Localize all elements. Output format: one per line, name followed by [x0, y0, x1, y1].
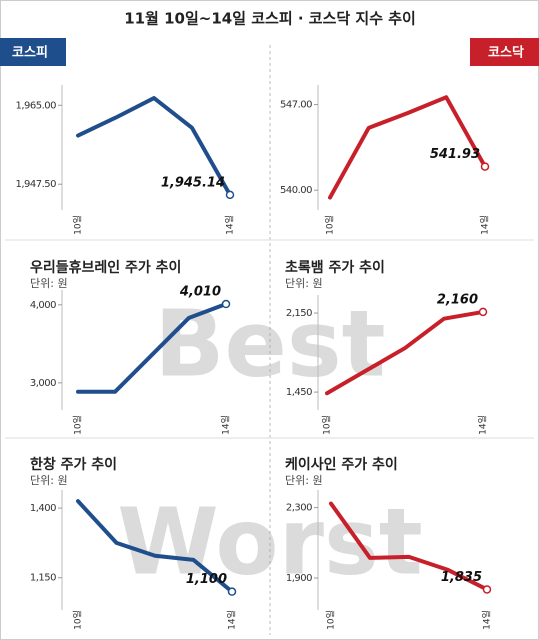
line-series [76, 499, 234, 594]
x-tick-label: 14일 [227, 610, 238, 630]
x-tick-label: 10일 [73, 610, 84, 630]
y-tick-label: 3,000 [30, 378, 56, 389]
end-point [221, 299, 231, 309]
chart-subtitle: 단위: 원 [285, 277, 323, 290]
line-series [76, 96, 232, 197]
chart-title: 우리들휴브레인 주가 추이 [30, 259, 181, 276]
badge-label: 코스피 [12, 46, 48, 61]
y-tick-label: 1,400 [30, 503, 56, 514]
y-tick-label: 2,150 [286, 308, 312, 319]
x-tick-label: 14일 [225, 215, 236, 235]
page-title: 11월 10일~14일 코스피 · 코스닥 지수 추이 [124, 10, 416, 28]
data-label: 1,945.14 [161, 175, 225, 190]
line-series [325, 309, 485, 396]
chart-subtitle: 단위: 원 [30, 277, 68, 290]
data-label: 541.93 [430, 147, 480, 162]
data-label: 2,160 [437, 292, 478, 307]
end-point [480, 162, 490, 171]
y-tick-label: 2,300 [286, 503, 312, 514]
end-point [225, 190, 235, 200]
x-tick-label: 14일 [480, 215, 491, 235]
line-series [329, 501, 489, 592]
y-tick-label: 547.00 [280, 100, 312, 111]
y-tick-label: 1,947.50 [15, 179, 56, 190]
y-tick-label: 1,150 [30, 573, 56, 584]
x-tick-label: 10일 [322, 415, 333, 435]
x-tick-label: 10일 [73, 215, 84, 235]
x-tick-label: 14일 [221, 415, 232, 435]
y-tick-label: 1,965.00 [15, 100, 56, 111]
watermark: Worst [117, 488, 423, 595]
badge [0, 38, 66, 66]
chart-subtitle: 단위: 원 [30, 474, 68, 487]
line-series [76, 302, 228, 394]
end-point [482, 585, 492, 594]
chart-subtitle: 단위: 원 [285, 474, 323, 487]
y-tick-label: 4,000 [30, 300, 56, 311]
x-tick-label: 10일 [325, 215, 336, 235]
badge [470, 38, 539, 66]
x-tick-label: 14일 [482, 610, 493, 630]
chart-title: 한창 주가 추이 [30, 456, 117, 473]
chart-title: 초록뱀 주가 추이 [285, 259, 385, 276]
end-point [227, 587, 237, 596]
y-tick-label: 540.00 [280, 185, 312, 196]
x-tick-label: 10일 [73, 415, 84, 435]
data-label: 1,835 [441, 570, 482, 585]
y-tick-label: 1,450 [286, 387, 312, 398]
chart-title: 케이사인 주가 추이 [285, 456, 398, 473]
x-tick-label: 10일 [326, 610, 337, 630]
y-tick-label: 1,900 [286, 573, 312, 584]
line-series [328, 95, 487, 200]
data-label: 4,010 [179, 285, 221, 300]
data-label: 1,100 [186, 572, 227, 587]
x-tick-label: 14일 [478, 415, 489, 435]
badge-label: 코스닥 [488, 45, 524, 61]
end-point [478, 307, 488, 317]
